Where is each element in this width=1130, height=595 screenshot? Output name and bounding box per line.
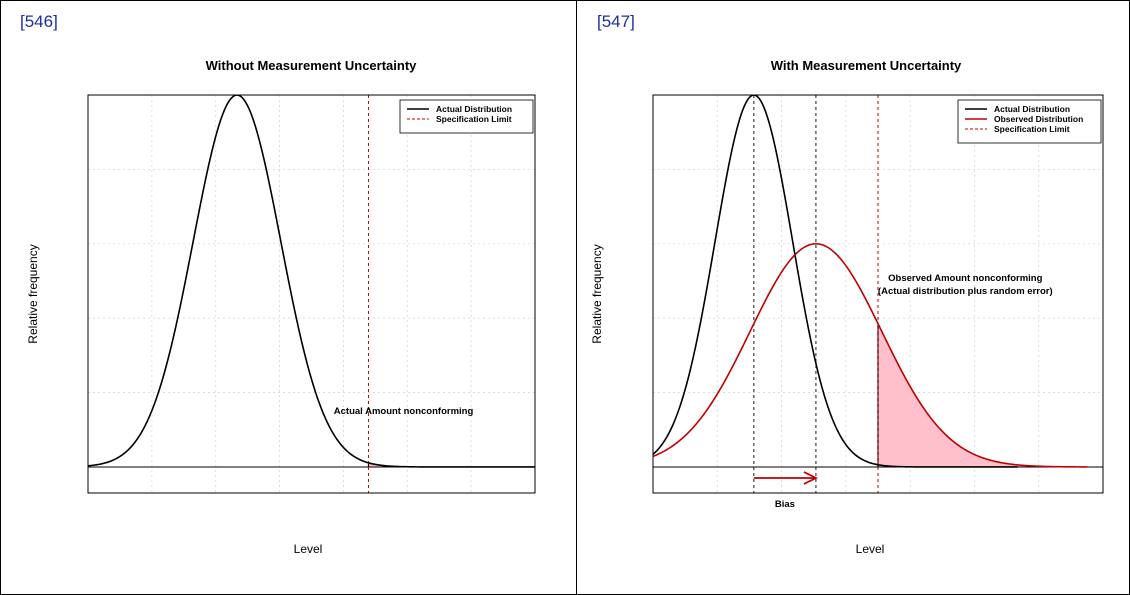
- bias-label: Bias: [775, 499, 795, 510]
- x-axis-label: Level: [294, 542, 323, 556]
- legend-label-spec: Specification Limit: [994, 124, 1070, 134]
- observed-distribution-curve: [653, 242, 1088, 468]
- nonconforming-area: [878, 323, 1088, 467]
- x-axis-label: Level: [856, 542, 885, 556]
- chart-title: With Measurement Uncertainty: [771, 58, 962, 73]
- y-axis-label: Relative frequency: [590, 244, 604, 343]
- legend-label-actual: Actual Distribution: [436, 104, 512, 114]
- plot-frame: [87, 94, 536, 494]
- y-axis-label: Relative frequency: [26, 244, 40, 343]
- plot-area: Actual Amount nonconforming: [88, 95, 535, 493]
- panel-divider: [576, 0, 577, 595]
- legend-label-spec: Specification Limit: [436, 114, 512, 124]
- chart-title: Without Measurement Uncertainty: [206, 58, 418, 73]
- legend-box: [957, 99, 1102, 144]
- figure-number-547: [547]: [597, 12, 635, 31]
- actual-distribution-curve: [653, 95, 1018, 468]
- chart-without-uncertainty: Without Measurement Uncertainty Actual Am…: [26, 58, 536, 556]
- annotation-label: Observed Amount nonconforming: [888, 273, 1042, 284]
- plot-area: Observed Amount nonconforming (Actual dis…: [653, 95, 1103, 493]
- legend-label-observed: Observed Distribution: [994, 114, 1083, 124]
- annotation-label: Actual Amount nonconforming: [334, 406, 474, 417]
- actual-distribution-curve: [88, 95, 535, 468]
- figure-number-546: [546]: [20, 12, 58, 31]
- chart-with-uncertainty: With Measurement Uncertainty Observed Amo…: [590, 58, 1104, 556]
- legend-box: [399, 99, 534, 134]
- bias-arrow-head: [803, 471, 818, 485]
- panel-without-uncertainty: [546] Without Measurement Uncertainty Act…: [20, 12, 536, 556]
- legend-label-actual: Actual Distribution: [994, 104, 1070, 114]
- plot-frame: [652, 94, 1104, 494]
- annotation-label: (Actual distribution plus random error): [878, 286, 1053, 297]
- panel-with-uncertainty: [547] With Measurement Uncertainty Observ…: [577, 0, 1129, 595]
